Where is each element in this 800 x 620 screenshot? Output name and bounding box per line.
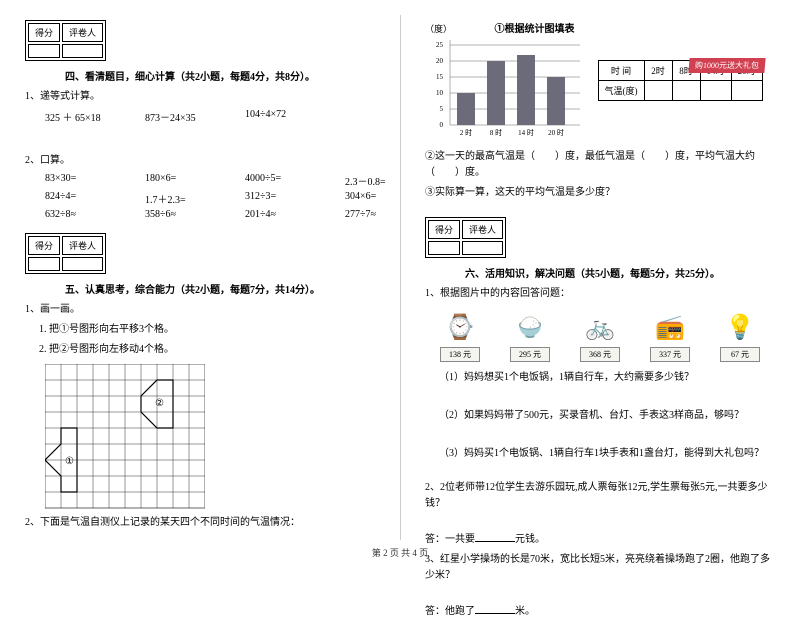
- section-5-title: 五、认真思考，综合能力（共2小题，每题7分，共14分）。: [65, 281, 375, 296]
- bike-icon: 🚲: [580, 310, 620, 345]
- expr: 325 ＋ 65×18: [45, 109, 115, 124]
- svg-text:2 时: 2 时: [460, 128, 472, 137]
- column-divider: [400, 15, 401, 540]
- expr: 4000÷5=: [245, 173, 315, 188]
- grader-label: 评卷人: [462, 220, 503, 239]
- lamp-icon: 💡: [720, 310, 760, 345]
- page-footer: 第 2 页 共 4 页: [0, 546, 800, 559]
- q5-1: 1、画一画。: [25, 302, 375, 318]
- product-cooker: 🍚 295 元: [510, 310, 550, 362]
- expr: 104÷4×72: [245, 109, 315, 124]
- product-row: ⌚ 138 元 🍚 295 元 🚲 368 元 📻 337 元 💡 67 元: [425, 310, 775, 362]
- score-box-5: 得分评卷人: [25, 233, 106, 274]
- expr: 1.7＋2.3=: [145, 191, 215, 206]
- svg-text:14 时: 14 时: [518, 128, 534, 137]
- watch-icon: ⌚: [440, 310, 480, 345]
- expr: 83×30=: [45, 173, 115, 188]
- expr: 180×6=: [145, 173, 215, 188]
- price: 67 元: [720, 347, 760, 362]
- q6-1c: （3）妈妈买1个电饭锅、1辆自行车1块手表和1盏台灯，能得到大礼包吗？: [439, 446, 775, 462]
- svg-text:20 时: 20 时: [548, 128, 564, 137]
- chart-area: （度） ①根据统计图填表 25: [425, 20, 775, 145]
- q6-1b: （2）如果妈妈带了500元，买录音机、台灯、手表这3样商品，够吗？: [439, 408, 775, 424]
- q5-1a: 1. 把①号图形向右平移3个格。: [39, 322, 375, 338]
- left-column: 得分评卷人 四、看清题目，细心计算（共2小题，每题4分，共8分）。 1、递等式计…: [0, 0, 400, 565]
- product-lamp: 💡 67 元: [720, 310, 760, 362]
- chart-q3: ③实际算一算，这天的平均气温是多少度？: [425, 185, 775, 201]
- price: 138 元: [440, 347, 480, 362]
- bar-chart: 25 20 15 10 5 0 2 时 8 时 14 时 20 时: [425, 35, 585, 145]
- score-label: 得分: [28, 23, 60, 42]
- y-axis-label: （度）: [425, 24, 452, 34]
- svg-text:①: ①: [65, 456, 74, 467]
- section-4-title: 四、看清题目，细心计算（共2小题，每题4分，共8分）。: [65, 68, 375, 83]
- cooker-icon: 🍚: [510, 310, 550, 345]
- q6-1: 1、根据图片中的内容回答问题：: [425, 286, 775, 302]
- promo-banner: 购1000元送大礼包: [688, 58, 765, 73]
- product-watch: ⌚ 138 元: [440, 310, 480, 362]
- svg-text:②: ②: [155, 398, 164, 409]
- q4-2-row: 83×30= 180×6= 4000÷5= 2.3－0.8=: [45, 173, 375, 188]
- price: 337 元: [650, 347, 690, 362]
- q4-2: 2、口算。: [25, 153, 375, 169]
- price: 295 元: [510, 347, 550, 362]
- th: 时 间: [598, 61, 644, 81]
- grader-label: 评卷人: [62, 23, 103, 42]
- svg-text:20: 20: [436, 57, 444, 65]
- chart-title: ①根据统计图填表: [495, 24, 575, 35]
- expr: 632÷8≈: [45, 209, 115, 220]
- svg-text:10: 10: [436, 89, 444, 97]
- svg-text:0: 0: [440, 121, 444, 129]
- td: 气温(度): [598, 81, 644, 101]
- section-6-title: 六、活用知识，解决问题（共5小题，每题5分，共25分）。: [465, 265, 775, 280]
- svg-text:15: 15: [436, 73, 444, 81]
- q4-1-items: 325 ＋ 65×18 873－24×35 104÷4×72: [45, 109, 375, 124]
- q6-3-ans: 答：他跑了米。: [425, 604, 775, 620]
- svg-text:25: 25: [436, 41, 444, 49]
- svg-text:5: 5: [440, 105, 444, 113]
- recorder-icon: 📻: [650, 310, 690, 345]
- price: 368 元: [580, 347, 620, 362]
- grid-figure: ① ②: [45, 364, 205, 509]
- svg-text:8 时: 8 时: [490, 128, 502, 137]
- score-label: 得分: [28, 236, 60, 255]
- product-recorder: 📻 337 元: [650, 310, 690, 362]
- product-bike: 🚲 368 元: [580, 310, 620, 362]
- th: 2时: [644, 61, 672, 81]
- q4-2-row: 824÷4= 1.7＋2.3= 312÷3= 304×6=: [45, 191, 375, 206]
- q6-1a: （1）妈妈想买1个电饭锅，1辆自行车，大约需要多少钱？: [439, 370, 775, 386]
- grader-label: 评卷人: [62, 236, 103, 255]
- expr: 312÷3=: [245, 191, 315, 206]
- score-box-4: 得分评卷人: [25, 20, 106, 61]
- expr: 201÷4≈: [245, 209, 315, 220]
- expr: 358÷6≈: [145, 209, 215, 220]
- q4-1: 1、递等式计算。: [25, 89, 375, 105]
- right-column: （度） ①根据统计图填表 25: [400, 0, 800, 565]
- q5-2: 2、下面是气温自测仪上记录的某天四个不同时间的气温情况：: [25, 515, 375, 531]
- q5-1b: 2. 把②号图形向左移动4个格。: [39, 342, 375, 358]
- q4-2-row: 632÷8≈ 358÷6≈ 201÷4≈ 277÷7≈: [45, 209, 375, 220]
- chart-q2: ②这一天的最高气温是（ ）度，最低气温是（ ）度，平均气温大约（ ）度。: [425, 149, 775, 181]
- expr: 873－24×35: [145, 109, 215, 124]
- q6-2: 2、2位老师带12位学生去游乐园玩,成人票每张12元,学生票每张5元,一共要多少…: [425, 480, 775, 512]
- score-label: 得分: [428, 220, 460, 239]
- score-box-6: 得分评卷人: [425, 217, 506, 258]
- expr: 824÷4=: [45, 191, 115, 206]
